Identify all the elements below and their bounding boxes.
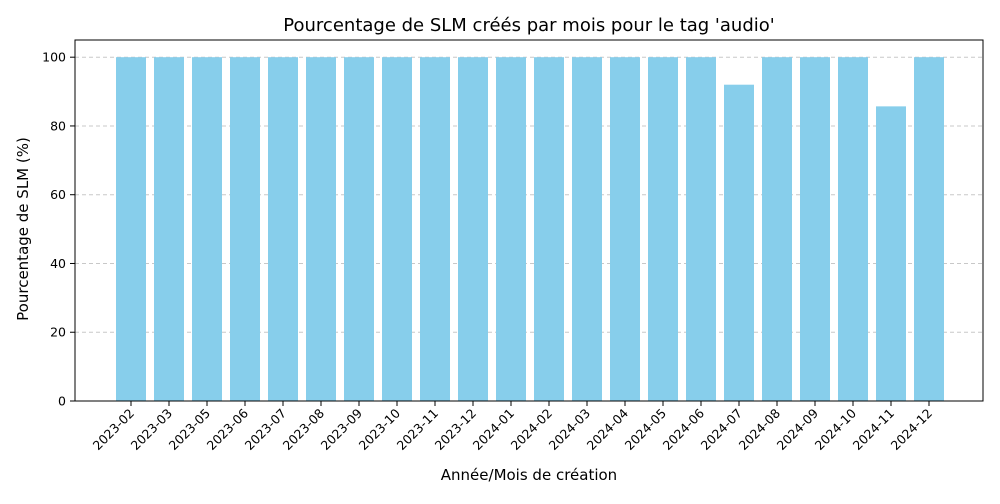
bar-2023-02 <box>116 57 146 401</box>
bar-2023-03 <box>154 57 184 401</box>
y-tick-label: 60 <box>50 187 66 202</box>
chart-title: Pourcentage de SLM créés par mois pour l… <box>283 15 774 36</box>
bar-2023-12 <box>458 57 488 401</box>
bar-2023-08 <box>306 57 336 401</box>
bar-2024-04 <box>610 57 640 401</box>
bar-2023-09 <box>344 57 374 401</box>
bar-2024-12 <box>914 57 944 401</box>
bar-2023-11 <box>420 57 450 401</box>
y-axis-label: Pourcentage de SLM (%) <box>14 137 32 321</box>
x-tick-label: 2024-12 <box>888 406 936 454</box>
bar-2024-11 <box>876 106 906 402</box>
bar-2024-01 <box>496 57 526 401</box>
bars-layer <box>116 57 944 402</box>
bar-2023-10 <box>382 57 412 401</box>
bar-2023-06 <box>230 57 260 401</box>
plot-frame <box>74 39 984 402</box>
y-axis-ticks: 0 20 40 60 80 100 <box>42 50 75 409</box>
bar-2023-07 <box>268 57 298 401</box>
bar-2024-10 <box>838 57 868 401</box>
bar-2024-03 <box>572 57 602 401</box>
y-tick-label: 100 <box>42 50 66 65</box>
y-tick-label: 40 <box>50 256 66 271</box>
x-axis-label: Année/Mois de création <box>441 466 617 484</box>
bar-2024-02 <box>534 57 564 401</box>
bar-2024-09 <box>800 57 830 401</box>
bar-2024-08 <box>762 57 792 401</box>
y-tick-label: 0 <box>58 394 66 409</box>
bar-2023-05 <box>192 57 222 401</box>
y-tick-label: 80 <box>50 118 66 133</box>
bar-2024-07 <box>724 84 754 401</box>
y-tick-label: 20 <box>50 325 66 340</box>
bar-2024-05 <box>648 57 678 401</box>
bar-2024-06 <box>686 57 716 401</box>
x-axis-ticks: 2023-022023-032023-052023-062023-072023-… <box>90 401 936 454</box>
